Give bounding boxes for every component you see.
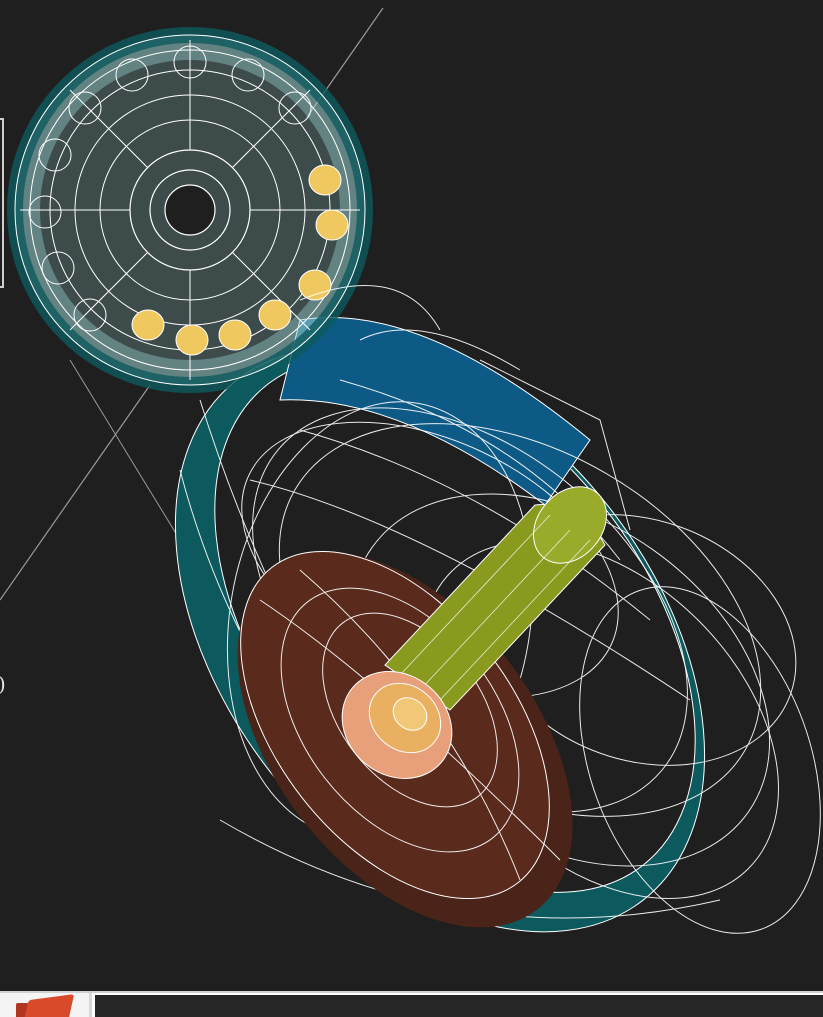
cad-viewport[interactable]: ) [0, 0, 823, 991]
wireframe-model[interactable] [0, 0, 823, 991]
app-icon-accent [21, 994, 75, 1017]
shaft-end-cap[interactable] [320, 649, 473, 800]
construction-line [69, 359, 181, 541]
edge-bracket [0, 118, 4, 288]
olive-shaft[interactable] [384, 472, 622, 711]
bearing-ring[interactable] [7, 27, 373, 393]
taskbar-panel [95, 995, 823, 1017]
bearing-balls[interactable] [131, 164, 349, 356]
cad-application-icon[interactable] [0, 993, 92, 1017]
construction-line [0, 384, 151, 601]
edge-glyph: ) [0, 672, 6, 696]
